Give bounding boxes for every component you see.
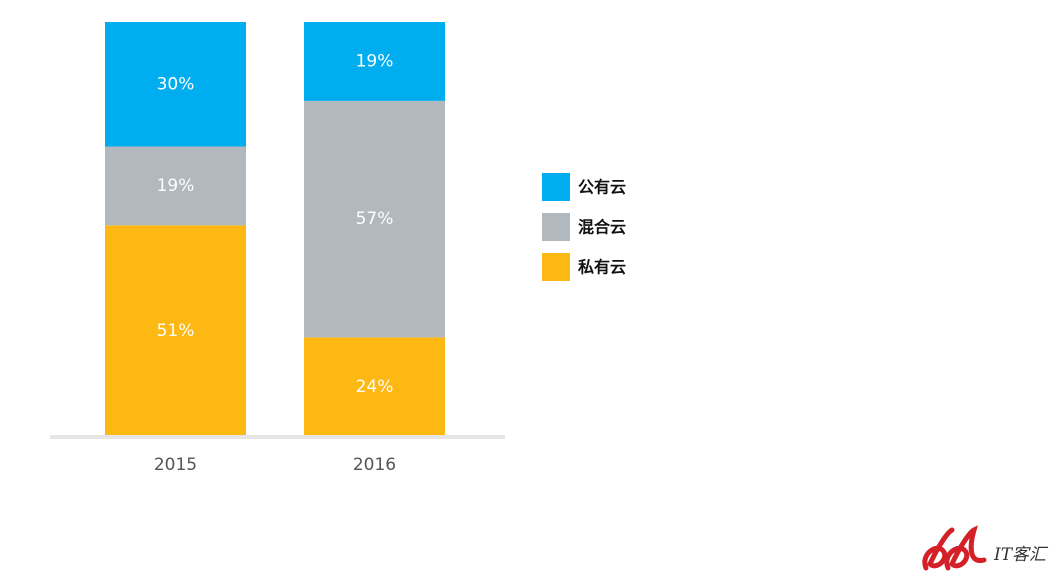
- watermark-logo: IT客汇: [922, 525, 1049, 571]
- data-label: 51%: [157, 321, 195, 341]
- data-label: 19%: [157, 176, 195, 196]
- bar-segment-2015-2: [105, 22, 246, 147]
- legend-swatch: [542, 213, 570, 241]
- data-labels: 51% 19% 30% 24% 57% 19%: [157, 51, 394, 397]
- bar-group: [105, 22, 445, 437]
- bar-segment-2016-2: [304, 22, 445, 101]
- data-label: 24%: [356, 377, 394, 397]
- legend-label: 混合云: [578, 218, 626, 237]
- legend-label: 私有云: [578, 258, 626, 277]
- bar-segment-2016-1: [304, 100, 445, 338]
- x-axis-ticks: 2015 2016: [154, 455, 396, 475]
- data-label: 57%: [356, 209, 394, 229]
- bar-segment-2016-0: [304, 337, 445, 437]
- data-label: 30%: [157, 74, 195, 94]
- legend-swatch: [542, 253, 570, 281]
- x-tick-label: 2016: [353, 455, 396, 475]
- legend-label: 公有云: [578, 178, 626, 197]
- bar-segment-2015-0: [105, 225, 246, 437]
- bar-segment-2015-1: [105, 146, 246, 226]
- x-tick-label: 2015: [154, 455, 197, 475]
- logo-mark-icon: [922, 525, 987, 571]
- watermark-text: IT客汇: [993, 545, 1049, 565]
- legend-swatch: [542, 173, 570, 201]
- data-label: 19%: [356, 51, 394, 71]
